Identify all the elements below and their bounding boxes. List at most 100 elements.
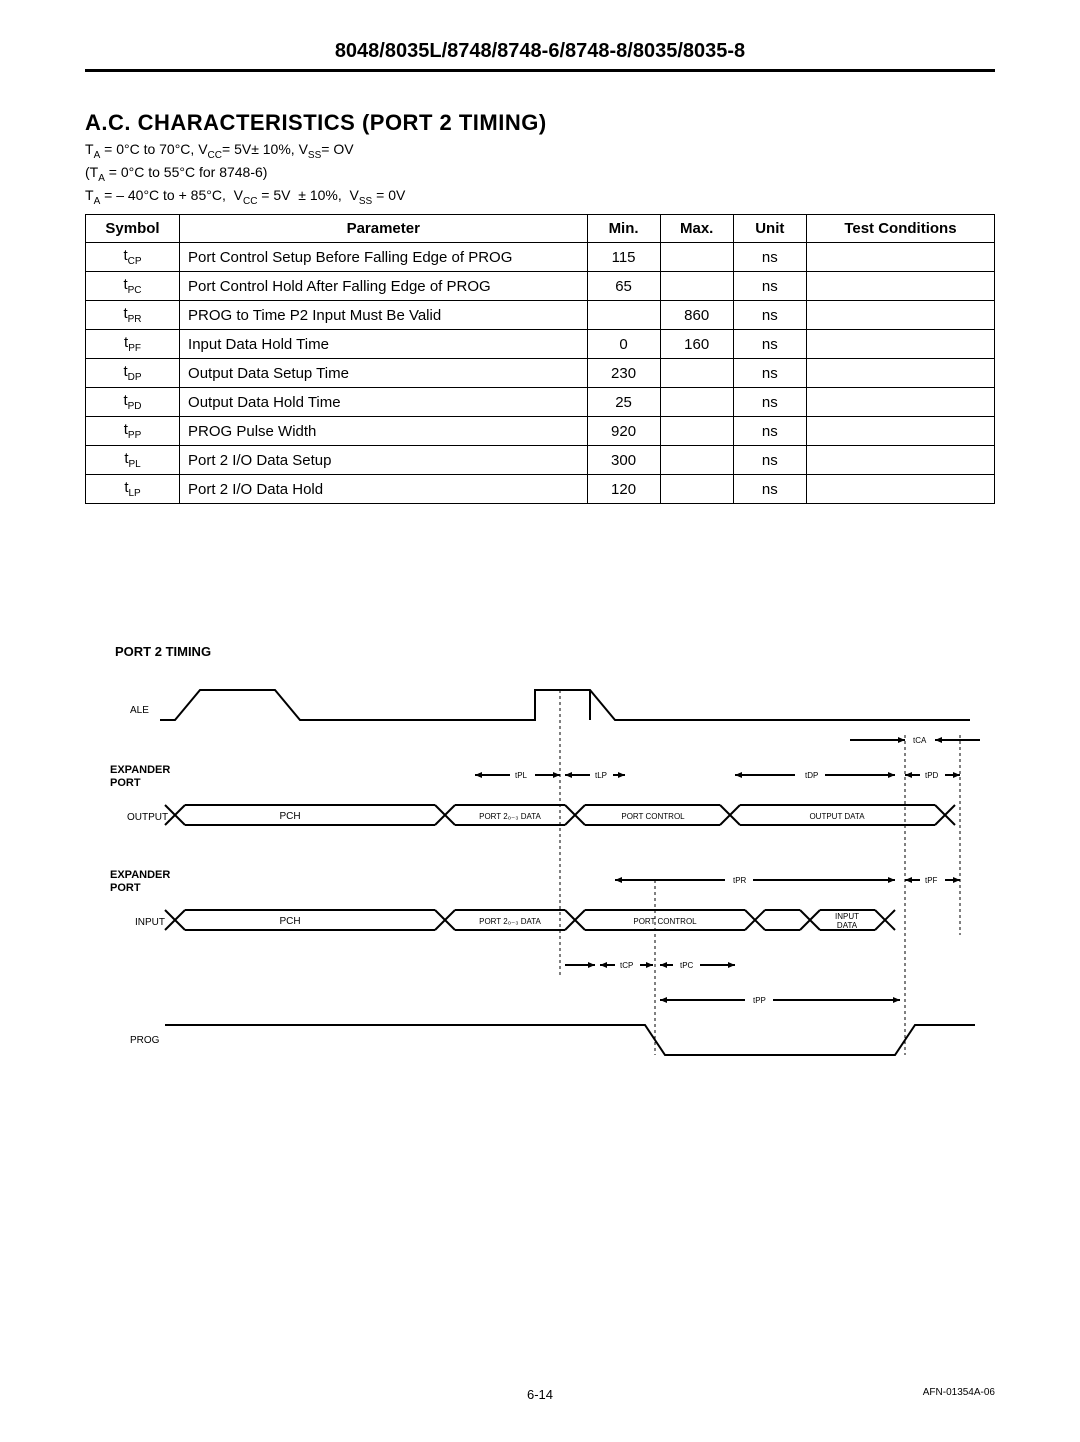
table-row: tPCPort Control Hold After Falling Edge …: [86, 272, 995, 301]
dim-tpl-tlp: tPL tLP: [475, 771, 625, 780]
cell-min: 120: [587, 475, 660, 504]
col-test: Test Conditions: [806, 215, 994, 243]
page-header: 8048/8035L/8748/8748-6/8748-8/8035/8035-…: [85, 40, 995, 72]
cell-test: [806, 359, 994, 388]
svg-text:PORT 2₀₋₃ DATA: PORT 2₀₋₃ DATA: [479, 812, 541, 821]
prog-wave: [165, 1025, 975, 1055]
cell-symbol: tPL: [86, 446, 180, 475]
table-row: tPRPROG to Time P2 Input Must Be Valid86…: [86, 301, 995, 330]
conditions: TA = 0°C to 70°C, VCC= 5V± 10%, VSS= OV …: [85, 140, 995, 208]
col-symbol: Symbol: [86, 215, 180, 243]
svg-text:tCA: tCA: [913, 736, 927, 745]
cell-min: 0: [587, 330, 660, 359]
condition-line-1: TA = 0°C to 70°C, VCC= 5V± 10%, VSS= OV: [85, 140, 995, 163]
cell-unit: ns: [733, 330, 806, 359]
cell-unit: ns: [733, 446, 806, 475]
cell-max: [660, 446, 733, 475]
svg-text:tPL: tPL: [515, 771, 528, 780]
page-number: 6-14: [0, 1387, 1080, 1402]
condition-line-2: (TA = 0°C to 55°C for 8748-6): [85, 163, 995, 186]
table-header-row: Symbol Parameter Min. Max. Unit Test Con…: [86, 215, 995, 243]
cell-param: Port Control Hold After Falling Edge of …: [180, 272, 587, 301]
cell-unit: ns: [733, 417, 806, 446]
cell-max: [660, 475, 733, 504]
cell-min: 115: [587, 243, 660, 272]
cell-symbol: tLP: [86, 475, 180, 504]
cell-test: [806, 272, 994, 301]
cell-param: Input Data Hold Time: [180, 330, 587, 359]
cell-min: [587, 301, 660, 330]
cell-min: 65: [587, 272, 660, 301]
cell-test: [806, 301, 994, 330]
dim-tdp-tpd: tDP tPD: [735, 771, 960, 780]
table-row: tPFInput Data Hold Time0160ns: [86, 330, 995, 359]
label-input: INPUT: [135, 917, 165, 928]
label-prog: PROG: [130, 1035, 160, 1046]
table-row: tPPPROG Pulse Width920ns: [86, 417, 995, 446]
svg-text:tPR: tPR: [733, 876, 747, 885]
dim-tpr-tpf: tPR tPF: [615, 876, 960, 885]
cell-param: Output Data Hold Time: [180, 388, 587, 417]
dim-tpp: tPP: [660, 996, 900, 1005]
col-min: Min.: [587, 215, 660, 243]
col-max: Max.: [660, 215, 733, 243]
cell-max: 860: [660, 301, 733, 330]
table-row: tCPPort Control Setup Before Falling Edg…: [86, 243, 995, 272]
cell-max: 160: [660, 330, 733, 359]
svg-text:PCH: PCH: [279, 811, 300, 822]
label-ale: ALE: [130, 705, 149, 716]
svg-text:tPD: tPD: [925, 771, 939, 780]
cell-unit: ns: [733, 301, 806, 330]
cell-symbol: tDP: [86, 359, 180, 388]
cell-symbol: tPR: [86, 301, 180, 330]
timing-diagram: ALE tCA EXPANDER PORT OUTPUT tPL tLP: [105, 675, 985, 1100]
cell-min: 300: [587, 446, 660, 475]
cell-unit: ns: [733, 475, 806, 504]
svg-text:tPP: tPP: [753, 996, 766, 1005]
bus-input-row: PCH PORT 2₀₋₃ DATA PORT CONTROL INPUT DA…: [165, 910, 895, 930]
label-output: OUTPUT: [127, 812, 168, 823]
label-expander-port-2: EXPANDER: [110, 869, 170, 881]
cell-unit: ns: [733, 243, 806, 272]
col-param: Parameter: [180, 215, 587, 243]
svg-text:PCH: PCH: [279, 916, 300, 927]
cell-min: 230: [587, 359, 660, 388]
cell-symbol: tPP: [86, 417, 180, 446]
cell-max: [660, 417, 733, 446]
svg-text:INPUT: INPUT: [835, 912, 859, 921]
svg-text:tPC: tPC: [680, 961, 694, 970]
svg-text:PORT: PORT: [110, 882, 141, 894]
cell-test: [806, 243, 994, 272]
svg-text:PORT CONTROL: PORT CONTROL: [621, 812, 685, 821]
doc-number: AFN-01354A-06: [923, 1387, 995, 1398]
cell-param: Port 2 I/O Data Hold: [180, 475, 587, 504]
condition-line-3: TA = – 40°C to + 85°C, VCC = 5V ± 10%, V…: [85, 186, 995, 209]
svg-text:DATA: DATA: [837, 921, 858, 930]
cell-max: [660, 272, 733, 301]
cell-test: [806, 330, 994, 359]
timing-diagram-title: PORT 2 TIMING: [115, 644, 995, 659]
cell-min: 25: [587, 388, 660, 417]
cell-param: Output Data Setup Time: [180, 359, 587, 388]
cell-test: [806, 388, 994, 417]
cell-unit: ns: [733, 272, 806, 301]
cell-symbol: tCP: [86, 243, 180, 272]
cell-param: Port 2 I/O Data Setup: [180, 446, 587, 475]
section-title: A.C. CHARACTERISTICS (PORT 2 TIMING): [85, 110, 995, 136]
cell-max: [660, 359, 733, 388]
ale-wave: [160, 690, 970, 720]
cell-test: [806, 417, 994, 446]
svg-text:PORT CONTROL: PORT CONTROL: [633, 917, 697, 926]
label-expander-port-1: EXPANDER: [110, 764, 170, 776]
cell-test: [806, 475, 994, 504]
cell-max: [660, 388, 733, 417]
svg-text:OUTPUT DATA: OUTPUT DATA: [809, 812, 865, 821]
table-row: tLPPort 2 I/O Data Hold120 ns: [86, 475, 995, 504]
cell-param: Port Control Setup Before Falling Edge o…: [180, 243, 587, 272]
table-row: tPDOutput Data Hold Time25ns: [86, 388, 995, 417]
cell-max: [660, 243, 733, 272]
cell-test: [806, 446, 994, 475]
cell-symbol: tPD: [86, 388, 180, 417]
timing-svg: ALE tCA EXPANDER PORT OUTPUT tPL tLP: [105, 675, 985, 1095]
table-row: tDPOutput Data Setup Time230ns: [86, 359, 995, 388]
